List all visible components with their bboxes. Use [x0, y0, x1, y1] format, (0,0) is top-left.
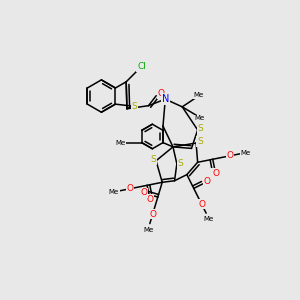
Text: Me: Me	[204, 216, 214, 222]
Text: Me: Me	[143, 226, 153, 232]
Text: O: O	[198, 200, 205, 209]
Text: Me: Me	[109, 189, 119, 195]
Text: O: O	[140, 188, 147, 197]
Text: O: O	[157, 89, 164, 98]
Text: S: S	[178, 158, 184, 167]
Text: Me: Me	[115, 140, 125, 146]
Text: Me: Me	[241, 150, 251, 156]
Text: O: O	[146, 195, 154, 204]
Text: Me: Me	[195, 116, 205, 122]
Text: O: O	[226, 151, 234, 160]
Text: S: S	[197, 137, 203, 146]
Text: O: O	[126, 184, 133, 193]
Text: Cl: Cl	[137, 62, 146, 71]
Text: O: O	[203, 177, 210, 186]
Text: Me: Me	[193, 92, 203, 98]
Text: N: N	[162, 94, 169, 104]
Text: S: S	[131, 102, 137, 111]
Text: S: S	[198, 124, 204, 133]
Text: O: O	[212, 169, 219, 178]
Text: S: S	[150, 155, 156, 164]
Text: O: O	[149, 209, 156, 218]
